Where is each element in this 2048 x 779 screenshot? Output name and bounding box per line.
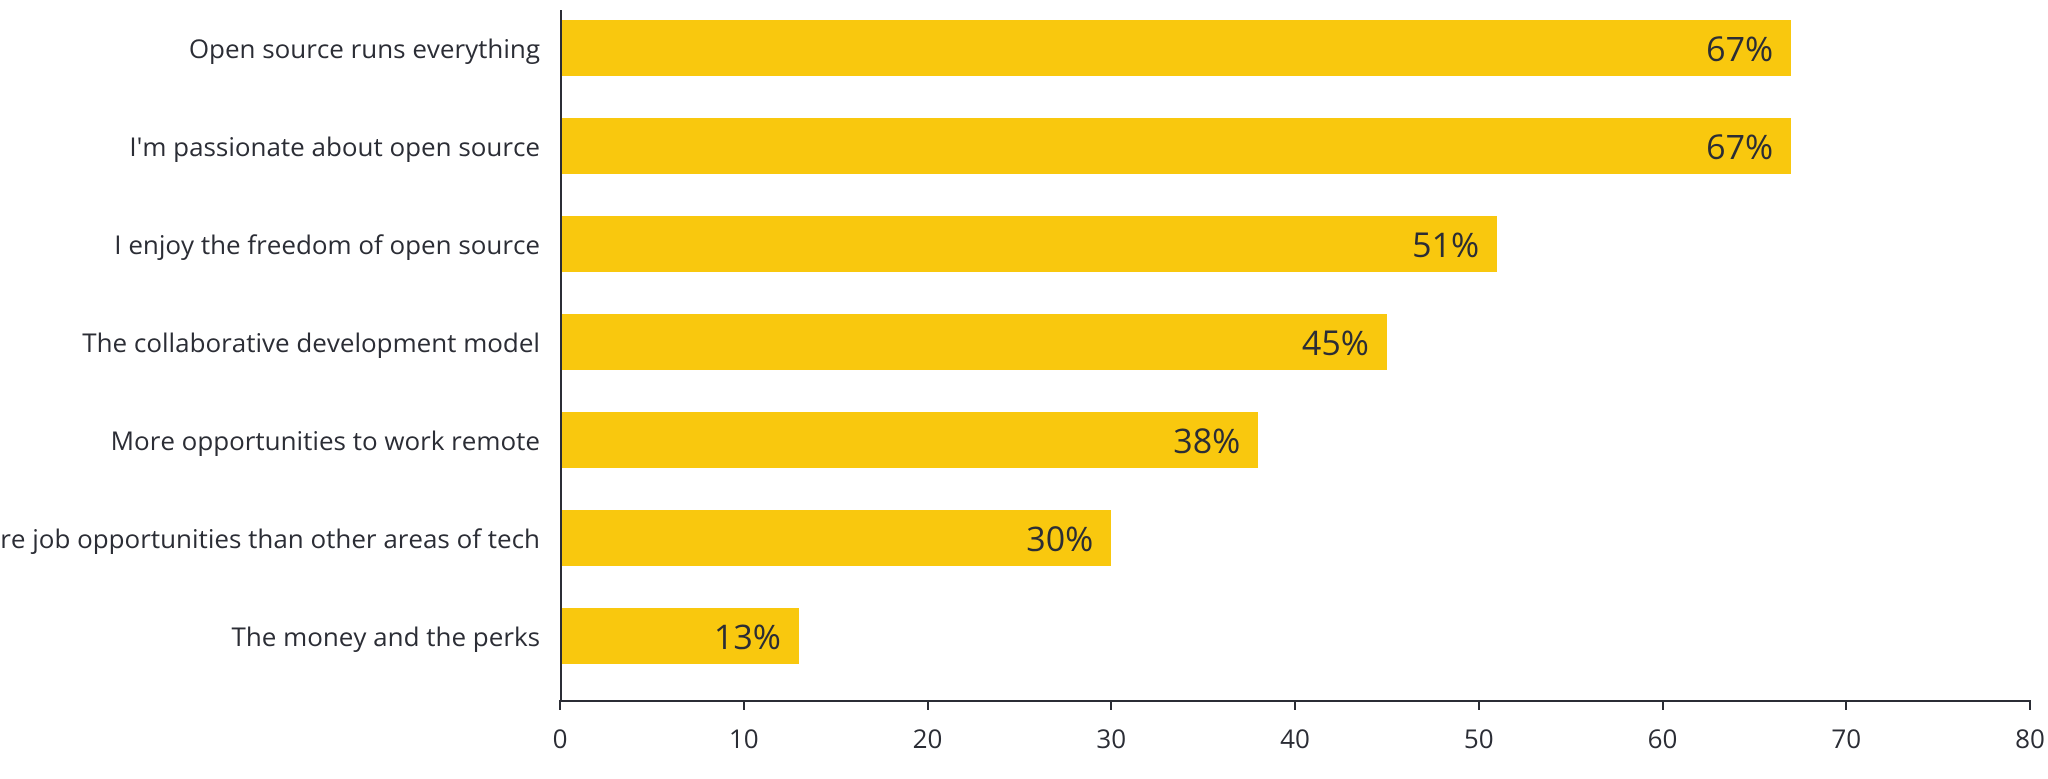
bar-value-label: 67%: [0, 123, 1773, 169]
bar-value-number: 45: [1302, 319, 1341, 365]
x-tick-label: 80: [2015, 720, 2045, 756]
x-tick: [1110, 700, 1112, 710]
bar-value-label: 51%: [0, 221, 1479, 267]
bar-value-number: 67: [1706, 123, 1745, 169]
bar-value-label: 30%: [0, 515, 1093, 561]
bar-value-suffix: %: [753, 613, 781, 659]
x-tick: [1662, 700, 1664, 710]
bar-value-label: 67%: [0, 25, 1773, 71]
x-tick-label: 0: [553, 720, 568, 756]
bar-value-label: 45%: [0, 319, 1369, 365]
bar-value-number: 38: [1173, 417, 1212, 463]
x-tick: [2029, 700, 2031, 710]
x-tick: [1294, 700, 1296, 710]
bar-value-suffix: %: [1451, 221, 1479, 267]
x-tick-label: 60: [1648, 720, 1678, 756]
x-tick-label: 70: [1831, 720, 1861, 756]
bar-value-label: 38%: [0, 417, 1240, 463]
bar-value-suffix: %: [1745, 123, 1773, 169]
bar-value-number: 67: [1706, 25, 1745, 71]
bar-value-label: 13%: [0, 613, 781, 659]
x-tick: [1845, 700, 1847, 710]
reasons-bar-chart: 01020304050607080Open source runs everyt…: [0, 0, 2048, 779]
bar-value-number: 51: [1412, 221, 1451, 267]
x-tick-label: 40: [1280, 720, 1310, 756]
bar-value-suffix: %: [1212, 417, 1240, 463]
x-tick-label: 50: [1464, 720, 1494, 756]
bar-value-number: 30: [1026, 515, 1065, 561]
x-tick-label: 30: [1096, 720, 1126, 756]
x-tick: [559, 700, 561, 710]
x-tick-label: 10: [729, 720, 759, 756]
bar-value-suffix: %: [1065, 515, 1093, 561]
x-tick: [927, 700, 929, 710]
x-tick: [743, 700, 745, 710]
bar-value-number: 13: [714, 613, 753, 659]
x-tick: [1478, 700, 1480, 710]
bar-value-suffix: %: [1341, 319, 1369, 365]
bar-value-suffix: %: [1745, 25, 1773, 71]
x-tick-label: 20: [913, 720, 943, 756]
